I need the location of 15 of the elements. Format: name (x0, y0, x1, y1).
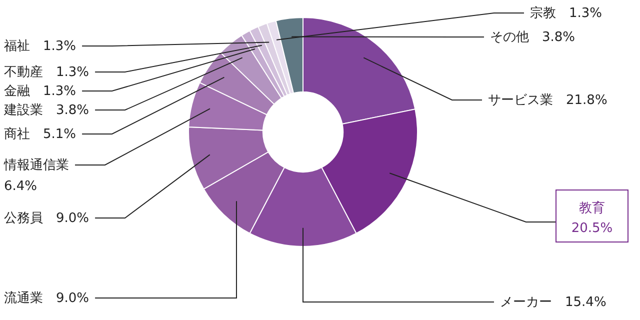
slice-label: その他 3.8% (490, 30, 576, 45)
slice-label: メーカー 15.4% (500, 295, 606, 310)
slice-label: 流通業 9.0% (4, 290, 90, 306)
slice-label: 不動産 1.3% (4, 64, 90, 80)
slice-label: 商社 5.1% (4, 127, 76, 142)
slice-label: 公務員 9.0% (4, 211, 90, 226)
slice-label: 宗教 1.3% (530, 5, 602, 21)
data-label: 6.4% (4, 179, 38, 194)
slice-label: 教育 (579, 200, 605, 216)
slice-label: 建設業 3.8% (3, 103, 90, 118)
slice-label: 福祉 1.3% (4, 39, 76, 54)
slice-label: 情報通信業 (3, 158, 69, 173)
data-label: 20.5% (571, 221, 613, 236)
slice-label: サービス業 21.8% (488, 93, 608, 108)
slice-label: 金融 1.3% (4, 84, 76, 99)
